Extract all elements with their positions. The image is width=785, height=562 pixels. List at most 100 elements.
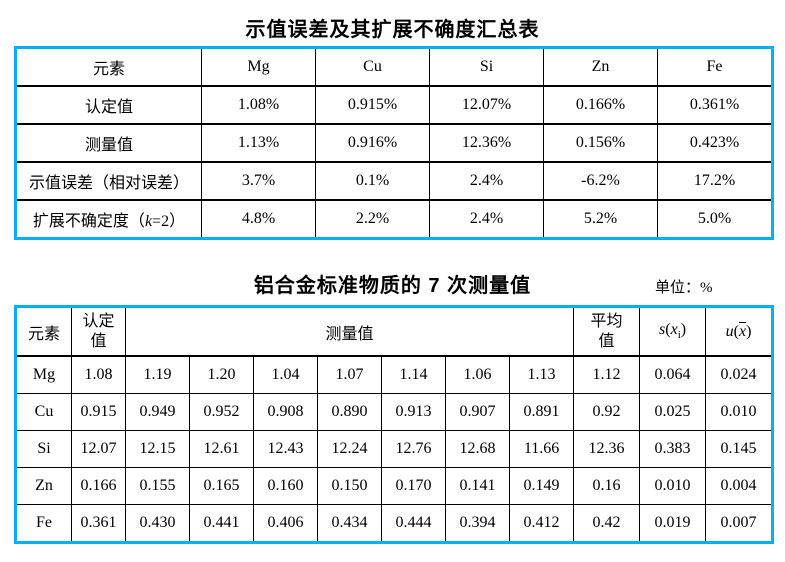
table-row-zn: Zn 0.166 0.155 0.165 0.160 0.150 0.170 0… bbox=[15, 467, 774, 505]
measurement-header-row: 元素 认定 值 测量值 平均 值 s(xi) u(x) bbox=[15, 306, 774, 357]
col-uncertainty-u-xbar: u(x) bbox=[705, 306, 774, 357]
col-measured-values: 测量值 bbox=[124, 306, 575, 357]
measurement-table: 元素 认定 值 测量值 平均 值 s(xi) u(x) Mg 1.08 1.19… bbox=[14, 305, 775, 544]
cell: 0.441 bbox=[189, 504, 254, 543]
unit-label: 单位：% bbox=[655, 280, 713, 296]
cell: 0.010 bbox=[705, 393, 774, 431]
cell: 0.42 bbox=[573, 504, 641, 543]
header-mg: Mg bbox=[201, 47, 316, 87]
cell: 0.150 bbox=[317, 467, 382, 505]
cell: 1.06 bbox=[445, 355, 510, 394]
row-label: 认定值 bbox=[15, 85, 202, 125]
row-element-label: Zn bbox=[15, 467, 72, 505]
cell: 0.891 bbox=[508, 393, 575, 431]
cell: 0.024 bbox=[705, 355, 774, 394]
cell: 0.155 bbox=[125, 467, 190, 505]
cell: 0.007 bbox=[705, 504, 774, 543]
row-label: 测量值 bbox=[15, 123, 202, 163]
header-element: 元素 bbox=[15, 47, 202, 87]
cell: 0.141 bbox=[445, 467, 510, 505]
cell: 12.61 bbox=[189, 430, 254, 468]
cell: 0.949 bbox=[125, 393, 190, 431]
cell: 4.8% bbox=[201, 199, 316, 239]
cell: 5.0% bbox=[657, 199, 773, 239]
cell: 0.913 bbox=[381, 393, 446, 431]
row-element-label: Mg bbox=[15, 355, 72, 394]
cell: 0.412 bbox=[508, 504, 575, 543]
col-element: 元素 bbox=[15, 306, 72, 357]
cell: 0.92 bbox=[573, 393, 641, 431]
cell: 0.915 bbox=[71, 393, 126, 431]
cell: 12.36 bbox=[573, 430, 641, 468]
cell: 0.383 bbox=[639, 430, 707, 468]
cell: 1.04 bbox=[253, 355, 318, 394]
cell: 2.4% bbox=[429, 199, 544, 239]
cell: 0.170 bbox=[381, 467, 446, 505]
cell: 0.166% bbox=[543, 85, 658, 125]
cell: 1.14 bbox=[381, 355, 446, 394]
header-fe: Fe bbox=[657, 47, 773, 87]
cell: 0.361 bbox=[71, 504, 126, 543]
cell: 17.2% bbox=[657, 161, 773, 201]
cell: 0.145 bbox=[705, 430, 774, 468]
cell: 0.423% bbox=[657, 123, 773, 163]
row-element-label: Si bbox=[15, 430, 72, 468]
cell: 0.907 bbox=[445, 393, 510, 431]
cell: 0.025 bbox=[639, 393, 707, 431]
cell: 0.890 bbox=[317, 393, 382, 431]
table-row-measured-value: 测量值 1.13% 0.916% 12.36% 0.156% 0.423% bbox=[15, 123, 773, 163]
row-label: 示值误差（相对误差） bbox=[15, 161, 202, 201]
cell: 1.08 bbox=[71, 355, 126, 394]
cell: 0.406 bbox=[253, 504, 318, 543]
cell: 2.2% bbox=[315, 199, 430, 239]
cell: 0.394 bbox=[445, 504, 510, 543]
cell: 1.20 bbox=[189, 355, 254, 394]
cell: 12.68 bbox=[445, 430, 510, 468]
cell: 1.13% bbox=[201, 123, 316, 163]
k-coverage-factor: k bbox=[144, 213, 153, 230]
cell: 0.165 bbox=[189, 467, 254, 505]
cell: 0.952 bbox=[189, 393, 254, 431]
row-element-label: Cu bbox=[15, 393, 72, 431]
cell: 5.2% bbox=[543, 199, 658, 239]
cell: 12.07 bbox=[71, 430, 126, 468]
cell: 1.13 bbox=[508, 355, 575, 394]
row-label: 扩展不确定度（k=2） bbox=[15, 199, 202, 239]
cell: 0.019 bbox=[639, 504, 707, 543]
table-row-expanded-uncertainty: 扩展不确定度（k=2） 4.8% 2.2% 2.4% 5.2% 5.0% bbox=[15, 199, 773, 239]
cell: 0.160 bbox=[253, 467, 318, 505]
col-std-dev-s-xi: s(xi) bbox=[639, 306, 707, 357]
cell: 0.1% bbox=[315, 161, 430, 201]
col-certified-value: 认定 值 bbox=[71, 306, 126, 357]
col-mean-value: 平均 值 bbox=[573, 306, 641, 357]
cell: 0.004 bbox=[705, 467, 774, 505]
cell: 1.07 bbox=[317, 355, 382, 394]
cell: 0.156% bbox=[543, 123, 658, 163]
cell: 12.24 bbox=[317, 430, 382, 468]
cell: 2.4% bbox=[429, 161, 544, 201]
header-si: Si bbox=[429, 47, 544, 87]
table-row-cu: Cu 0.915 0.949 0.952 0.908 0.890 0.913 0… bbox=[15, 393, 774, 431]
cell: 0.149 bbox=[508, 467, 575, 505]
header-zn: Zn bbox=[543, 47, 658, 87]
cell: 0.444 bbox=[381, 504, 446, 543]
summary-table: 元素 Mg Cu Si Zn Fe 认定值 1.08% 0.915% 12.07… bbox=[14, 46, 774, 240]
summary-table-title: 示值误差及其扩展不确度汇总表 bbox=[245, 19, 540, 41]
cell: 12.76 bbox=[381, 430, 446, 468]
table-row-certified-value: 认定值 1.08% 0.915% 12.07% 0.166% 0.361% bbox=[15, 85, 773, 125]
cell: 0.915% bbox=[315, 85, 430, 125]
table-row-indication-error: 示值误差（相对误差） 3.7% 0.1% 2.4% -6.2% 17.2% bbox=[15, 161, 773, 201]
cell: 12.43 bbox=[253, 430, 318, 468]
cell: 12.15 bbox=[125, 430, 190, 468]
cell: 12.07% bbox=[429, 85, 544, 125]
cell: 0.010 bbox=[639, 467, 707, 505]
measurement-table-title: 铝合金标准物质的 7 次测量值 bbox=[253, 275, 532, 297]
cell: 1.08% bbox=[201, 85, 316, 125]
cell: 0.064 bbox=[639, 355, 707, 394]
cell: 1.12 bbox=[573, 355, 641, 394]
cell: 0.166 bbox=[71, 467, 126, 505]
cell: 12.36% bbox=[429, 123, 544, 163]
cell: 0.430 bbox=[125, 504, 190, 543]
cell: 0.908 bbox=[253, 393, 318, 431]
